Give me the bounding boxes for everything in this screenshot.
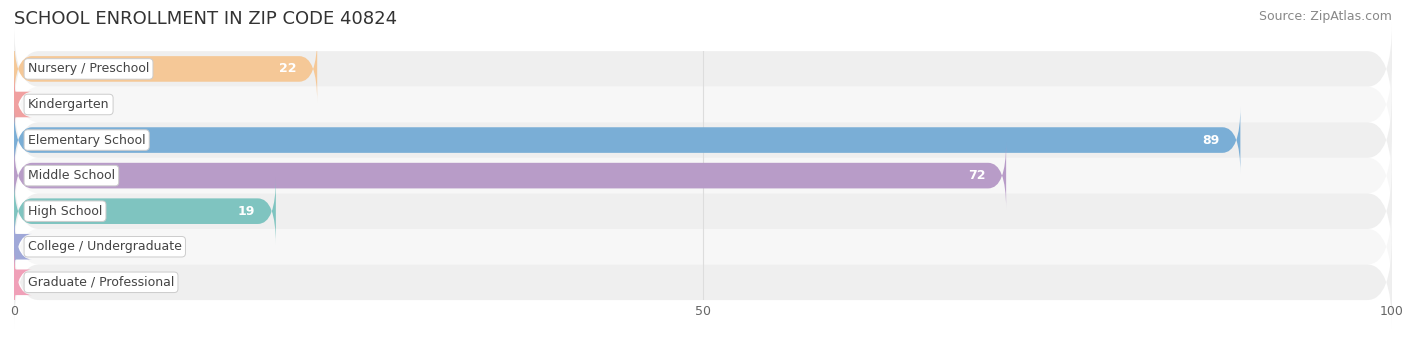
FancyBboxPatch shape [14,129,1392,222]
Text: SCHOOL ENROLLMENT IN ZIP CODE 40824: SCHOOL ENROLLMENT IN ZIP CODE 40824 [14,10,396,28]
Text: College / Undergraduate: College / Undergraduate [28,240,181,253]
Text: 89: 89 [1202,134,1220,147]
FancyBboxPatch shape [14,107,1240,174]
FancyBboxPatch shape [0,213,32,280]
Text: Source: ZipAtlas.com: Source: ZipAtlas.com [1258,10,1392,23]
FancyBboxPatch shape [14,236,1392,328]
FancyBboxPatch shape [0,249,32,316]
Text: Middle School: Middle School [28,169,115,182]
FancyBboxPatch shape [14,178,276,244]
FancyBboxPatch shape [14,165,1392,257]
Text: Graduate / Professional: Graduate / Professional [28,276,174,289]
Text: 0: 0 [35,98,42,111]
FancyBboxPatch shape [0,71,32,138]
FancyBboxPatch shape [14,58,1392,151]
Text: 72: 72 [967,169,986,182]
Text: 0: 0 [35,240,42,253]
Text: Nursery / Preschool: Nursery / Preschool [28,62,149,75]
Text: 22: 22 [278,62,297,75]
FancyBboxPatch shape [14,142,1007,209]
FancyBboxPatch shape [14,23,1392,115]
FancyBboxPatch shape [14,35,318,102]
Text: 19: 19 [238,205,256,218]
Text: 0: 0 [35,276,42,289]
Text: Elementary School: Elementary School [28,134,145,147]
Text: Kindergarten: Kindergarten [28,98,110,111]
FancyBboxPatch shape [14,201,1392,293]
FancyBboxPatch shape [14,94,1392,186]
Text: High School: High School [28,205,103,218]
